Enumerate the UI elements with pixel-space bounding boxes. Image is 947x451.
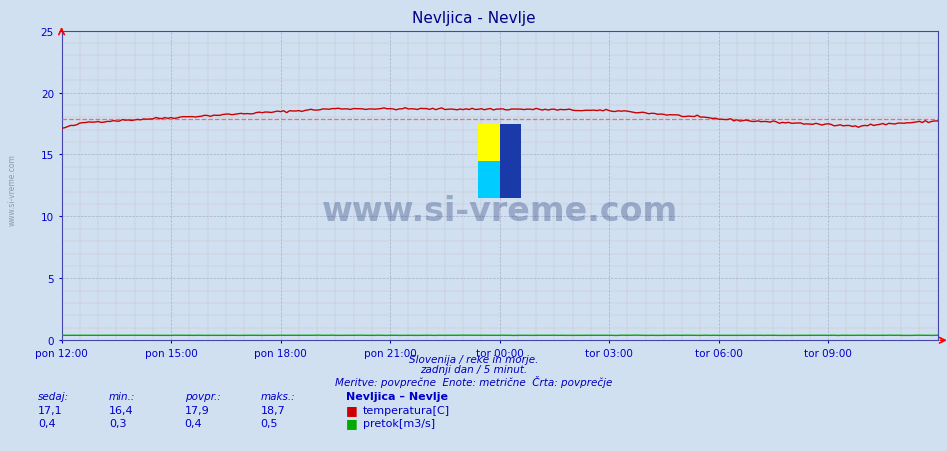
Text: Meritve: povprečne  Enote: metrične  Črta: povprečje: Meritve: povprečne Enote: metrične Črta:… [335,375,612,387]
Text: 17,1: 17,1 [38,405,63,415]
Text: 0,4: 0,4 [185,418,203,428]
Text: ■: ■ [346,404,357,417]
Text: min.:: min.: [109,391,135,401]
Text: 17,9: 17,9 [185,405,209,415]
Text: pretok[m3/s]: pretok[m3/s] [363,418,435,428]
Text: maks.:: maks.: [260,391,295,401]
Text: 0,3: 0,3 [109,418,126,428]
Text: 18,7: 18,7 [260,405,285,415]
Text: 0,4: 0,4 [38,418,56,428]
Text: www.si-vreme.com: www.si-vreme.com [321,194,678,227]
Text: sedaj:: sedaj: [38,391,69,401]
Text: temperatura[C]: temperatura[C] [363,405,450,415]
Bar [477,161,500,198]
Text: zadnji dan / 5 minut.: zadnji dan / 5 minut. [420,364,527,374]
Text: www.si-vreme.com: www.si-vreme.com [8,153,17,226]
Bar [500,124,522,198]
Text: 0,5: 0,5 [260,418,277,428]
Text: 16,4: 16,4 [109,405,134,415]
Bar [477,124,500,161]
Text: Nevljica – Nevlje: Nevljica – Nevlje [346,391,448,401]
Text: povpr.:: povpr.: [185,391,221,401]
Text: Slovenija / reke in morje.: Slovenija / reke in morje. [409,354,538,364]
Text: ■: ■ [346,416,357,429]
Text: Nevljica - Nevlje: Nevljica - Nevlje [412,11,535,26]
